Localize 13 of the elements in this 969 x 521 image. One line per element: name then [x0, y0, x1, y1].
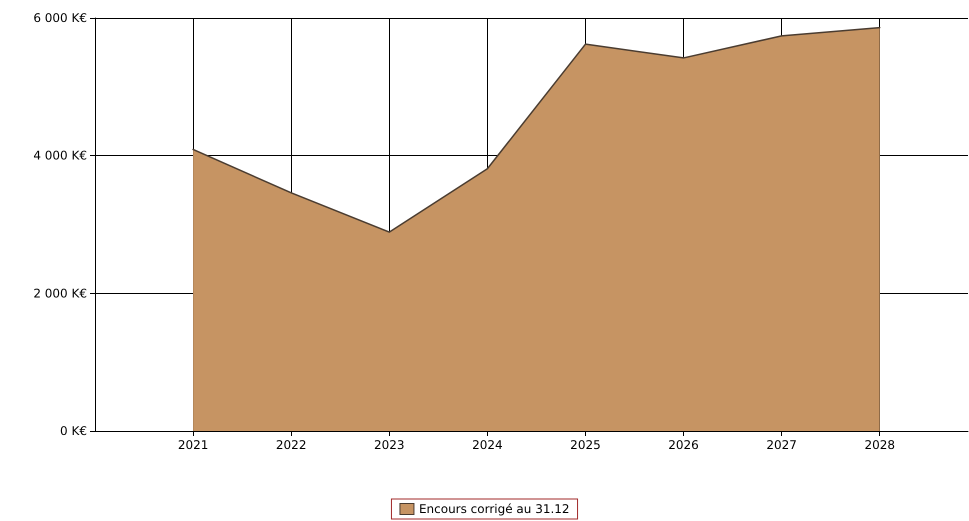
y-tick-label: 0 K€ — [60, 424, 87, 438]
y-tick-label: 6 000 K€ — [33, 11, 87, 25]
y-tick-label: 4 000 K€ — [33, 148, 87, 163]
x-tick-label: 2028 — [864, 438, 895, 452]
legend-label: Encours corrigé au 31.12 — [418, 502, 570, 516]
y-tick-label: 2 000 K€ — [33, 286, 87, 300]
x-tick-label: 2021 — [178, 438, 208, 452]
x-tick-label: 2027 — [766, 438, 797, 452]
x-tick-label: 2023 — [374, 438, 405, 452]
x-tick-label: 2026 — [668, 438, 699, 452]
x-tick-label: 2025 — [570, 438, 601, 452]
x-tick-label: 2022 — [276, 438, 306, 452]
x-tick-label: 2024 — [472, 438, 503, 452]
